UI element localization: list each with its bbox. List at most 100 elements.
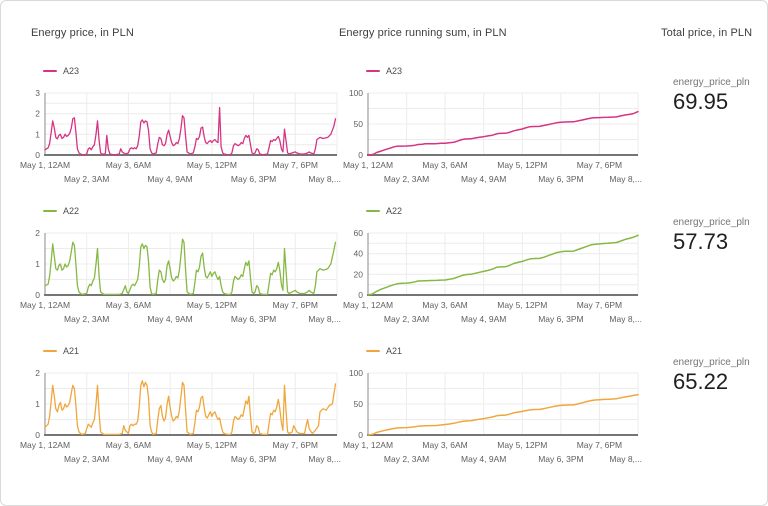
stat-panel-a21: energy_price_pln 65.22 [673, 357, 765, 395]
legend-a23-sum[interactable]: A23 [366, 63, 646, 79]
svg-text:1: 1 [35, 399, 40, 409]
legend-label: A23 [63, 66, 80, 76]
svg-text:May 3, 6AM: May 3, 6AM [106, 300, 151, 310]
svg-text:2: 2 [35, 368, 40, 378]
stat-value: 69.95 [673, 89, 729, 114]
svg-text:0: 0 [35, 430, 40, 440]
svg-text:May 2, 3AM: May 2, 3AM [64, 314, 109, 324]
svg-text:May 5, 12PM: May 5, 12PM [497, 440, 547, 450]
svg-text:May 4, 9AM: May 4, 9AM [461, 174, 506, 184]
stat-label: energy_price_pln [673, 217, 750, 228]
legend-line-icon [43, 350, 57, 352]
svg-text:May 6, 3PM: May 6, 3PM [231, 454, 276, 464]
svg-text:May 6, 3PM: May 6, 3PM [231, 174, 276, 184]
svg-text:May 8,...: May 8,... [308, 314, 341, 324]
svg-text:May 6, 3PM: May 6, 3PM [538, 454, 583, 464]
svg-text:May 7, 6PM: May 7, 6PM [577, 160, 622, 170]
legend-label: A21 [63, 346, 80, 356]
panel-price-a21: A21 0 1 2 May 1, 12AM May 2, 3AM May 3, 6AM Ma… [20, 343, 347, 467]
svg-text:May 6, 3PM: May 6, 3PM [538, 174, 583, 184]
sum-chart-a21[interactable]: 0 50 100 May 1, 12AM May 2, 3AM May 3, 6AM May… [343, 359, 646, 467]
panel-sum-a21: A21 0 50 100 May 1, 12AM May 2, 3AM May 3, 6A… [343, 343, 646, 467]
legend-line-icon [366, 70, 380, 72]
svg-text:May 1, 12AM: May 1, 12AM [20, 160, 70, 170]
stat-value: 65.22 [673, 369, 729, 394]
stat-label: energy_price_pln [673, 357, 750, 368]
svg-text:May 1, 12AM: May 1, 12AM [343, 300, 393, 310]
svg-text:May 1, 12AM: May 1, 12AM [343, 440, 393, 450]
svg-text:2: 2 [35, 228, 40, 238]
svg-text:0: 0 [35, 290, 40, 300]
svg-text:May 7, 6PM: May 7, 6PM [273, 160, 318, 170]
svg-text:May 3, 6AM: May 3, 6AM [422, 300, 467, 310]
svg-text:May 8,...: May 8,... [308, 454, 341, 464]
svg-text:May 6, 3PM: May 6, 3PM [538, 314, 583, 324]
svg-text:May 5, 12PM: May 5, 12PM [497, 160, 547, 170]
svg-text:May 2, 3AM: May 2, 3AM [384, 454, 429, 464]
legend-line-icon [366, 210, 380, 212]
price-chart-a22[interactable]: 0 1 2 May 1, 12AM May 2, 3AM May 3, 6AM May 4,… [20, 219, 347, 327]
legend-a23-price[interactable]: A23 [43, 63, 347, 79]
svg-text:0: 0 [35, 150, 40, 160]
svg-text:May 8,...: May 8,... [609, 314, 642, 324]
stat-label: energy_price_pln [673, 77, 750, 88]
svg-text:May 8,...: May 8,... [308, 174, 341, 184]
svg-text:1: 1 [35, 129, 40, 139]
svg-text:May 4, 9AM: May 4, 9AM [147, 174, 192, 184]
stat-panel-a23: energy_price_pln 69.95 [673, 77, 765, 115]
svg-text:May 3, 6AM: May 3, 6AM [422, 160, 467, 170]
svg-text:40: 40 [354, 249, 364, 259]
stat-value: 57.73 [673, 229, 729, 254]
legend-a22-sum[interactable]: A22 [366, 203, 646, 219]
svg-text:May 5, 12PM: May 5, 12PM [497, 300, 547, 310]
svg-text:May 1, 12AM: May 1, 12AM [20, 300, 70, 310]
svg-text:May 6, 3PM: May 6, 3PM [231, 314, 276, 324]
column-header-total-price: Total price, in PLN [661, 27, 753, 39]
legend-label: A22 [386, 206, 403, 216]
svg-text:20: 20 [354, 269, 364, 279]
panel-price-a22: A22 0 1 2 May 1, 12AM May 2, 3AM May 3, 6AM Ma… [20, 203, 347, 327]
svg-text:60: 60 [354, 228, 364, 238]
legend-label: A21 [386, 346, 403, 356]
panel-sum-a22: A22 0 20 40 60 May 1, 12AM May 2, 3AM May 3, 6… [343, 203, 646, 327]
sum-chart-a23[interactable]: 0 50 100 May 1, 12AM May 2, 3AM May 3, 6AM May… [343, 79, 646, 187]
svg-text:50: 50 [354, 399, 364, 409]
panel-price-a23: A23 0 1 2 3 May 1, 12AM May 2, 3AM May 3, 6AM M… [20, 63, 347, 187]
svg-text:50: 50 [354, 119, 364, 129]
legend-line-icon [43, 70, 57, 72]
legend-a22-price[interactable]: A22 [43, 203, 347, 219]
svg-text:May 2, 3AM: May 2, 3AM [384, 314, 429, 324]
legend-a21-price[interactable]: A21 [43, 343, 347, 359]
svg-text:1: 1 [35, 259, 40, 269]
column-header-energy-price: Energy price, in PLN [31, 27, 134, 39]
svg-text:May 4, 9AM: May 4, 9AM [461, 454, 506, 464]
svg-text:May 5, 12PM: May 5, 12PM [187, 300, 237, 310]
legend-a21-sum[interactable]: A21 [366, 343, 646, 359]
svg-text:May 8,...: May 8,... [609, 454, 642, 464]
price-chart-a21[interactable]: 0 1 2 May 1, 12AM May 2, 3AM May 3, 6AM May 4,… [20, 359, 347, 467]
svg-text:May 1, 12AM: May 1, 12AM [343, 160, 393, 170]
svg-text:100: 100 [349, 368, 363, 378]
svg-text:2: 2 [35, 109, 40, 119]
svg-text:May 1, 12AM: May 1, 12AM [20, 440, 70, 450]
svg-text:May 4, 9AM: May 4, 9AM [147, 454, 192, 464]
svg-text:May 2, 3AM: May 2, 3AM [64, 174, 109, 184]
legend-label: A23 [386, 66, 403, 76]
svg-text:0: 0 [358, 430, 363, 440]
sum-chart-a22[interactable]: 0 20 40 60 May 1, 12AM May 2, 3AM May 3, 6AM Ma… [343, 219, 646, 327]
price-chart-a23[interactable]: 0 1 2 3 May 1, 12AM May 2, 3AM May 3, 6AM May 4… [20, 79, 347, 187]
svg-text:100: 100 [349, 88, 363, 98]
svg-text:May 3, 6AM: May 3, 6AM [106, 440, 151, 450]
stat-panel-a22: energy_price_pln 57.73 [673, 217, 765, 255]
svg-text:May 7, 6PM: May 7, 6PM [273, 440, 318, 450]
svg-text:3: 3 [35, 88, 40, 98]
svg-text:May 2, 3AM: May 2, 3AM [64, 454, 109, 464]
svg-text:May 7, 6PM: May 7, 6PM [577, 440, 622, 450]
panel-sum-a23: A23 0 50 100 May 1, 12AM May 2, 3AM May 3, 6A… [343, 63, 646, 187]
svg-text:May 4, 9AM: May 4, 9AM [147, 314, 192, 324]
svg-text:May 3, 6AM: May 3, 6AM [106, 160, 151, 170]
column-header-running-sum: Energy price running sum, in PLN [339, 27, 507, 39]
svg-text:May 8,...: May 8,... [609, 174, 642, 184]
svg-text:0: 0 [358, 290, 363, 300]
